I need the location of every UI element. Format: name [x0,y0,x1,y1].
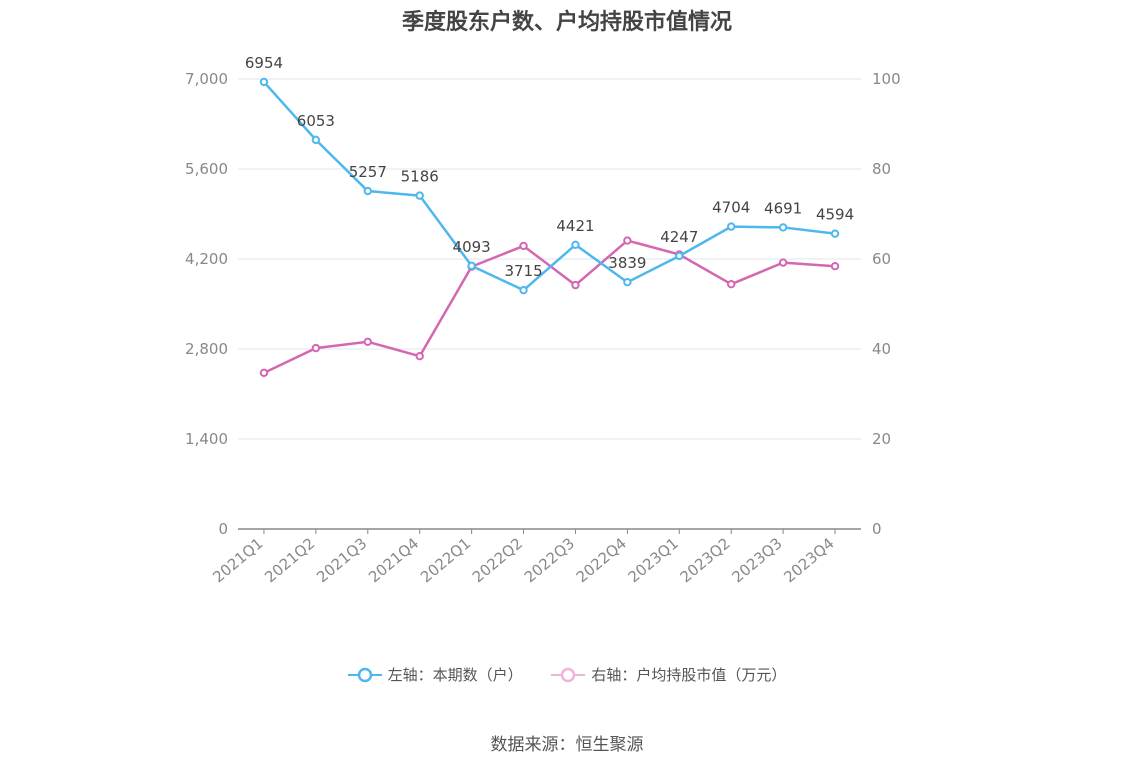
data-point-households [519,285,528,295]
data-label-households: 6053 [297,112,335,130]
data-label-households: 3839 [608,254,646,272]
data-label-households: 4093 [453,238,491,256]
data-label-households: 4691 [764,199,802,217]
left-axis-tick-label: 7,000 [185,70,228,88]
series-line-market-value [263,239,836,374]
left-axis-tick-label: 0 [218,520,228,538]
data-point-households [311,135,321,145]
right-axis-tick-label: 60 [872,250,891,268]
x-axis-tick-label: 2023Q3 [729,534,786,586]
right-axis-tick-label: 20 [872,430,891,448]
data-label-households: 6954 [245,54,283,72]
data-point-households [675,251,684,261]
data-point-households [727,222,736,231]
data-label-households: 4594 [816,206,854,224]
x-axis-tick-label: 2021Q4 [365,534,422,586]
data-point-households [830,229,840,238]
x-axis-tick-label: 2021Q3 [313,534,370,586]
data-label-households: 4704 [712,199,750,217]
legend-marker-households-icon [347,667,382,682]
series-line-households [263,81,836,292]
x-axis-tick-label: 2023Q2 [677,534,734,586]
x-axis-tick-label: 2022Q3 [521,534,578,586]
x-axis-tick-label: 2021Q1 [209,534,266,586]
x-axis-tick-label: 2023Q4 [780,534,837,586]
left-axis-tick-label: 5,600 [185,160,228,178]
data-label-households: 3715 [504,262,542,280]
legend-label-households: 左轴：本期数（户） [387,666,523,684]
data-point-market-value [415,352,424,361]
x-axis-tick-label: 2022Q2 [469,534,526,586]
data-label-households: 4247 [660,228,698,246]
data-point-market-value [363,337,372,346]
legend-marker-market-value-icon [551,667,586,682]
right-axis-tick-label: 40 [872,340,891,358]
right-axis-tick-label: 0 [872,520,882,538]
data-point-households [415,191,424,200]
data-point-households [259,77,269,87]
x-axis-tick-label: 2023Q1 [625,534,682,586]
data-point-market-value [311,343,321,353]
data-point-households [571,240,580,249]
right-axis-tick-label: 100 [872,70,901,88]
x-axis-tick-label: 2022Q1 [417,534,474,586]
legend-label-market-value: 右轴：户均持股市值（万元） [591,666,787,684]
data-point-market-value [519,241,528,251]
data-point-market-value [830,262,840,271]
data-point-market-value [727,280,736,289]
data-point-households [778,223,788,232]
data-point-market-value [623,236,632,245]
x-axis-tick-label: 2022Q4 [573,534,630,586]
right-axis-tick-label: 80 [872,160,891,178]
legend-item-households[interactable]: 左轴：本期数（户） [347,664,523,685]
source-note: 数据来源：恒生聚源 [490,735,644,755]
data-point-households [467,261,476,271]
data-point-market-value [571,280,580,290]
left-axis-tick-label: 1,400 [185,430,228,448]
legend-item-market-value[interactable]: 右轴：户均持股市值（万元） [551,664,786,685]
data-point-market-value [259,368,269,378]
left-axis-tick-label: 4,200 [185,250,228,268]
chart-title: 季度股东户数、户均持股市值情况 [401,10,732,35]
data-label-households: 5257 [349,163,387,181]
legend: 左轴：本期数（户） 右轴：户均持股市值（万元） [0,664,1134,687]
data-label-households: 5186 [401,168,439,186]
data-point-households [623,278,632,287]
data-point-households [363,186,372,196]
x-axis-tick-label: 2021Q2 [261,534,318,586]
data-label-households: 4421 [556,217,594,235]
left-axis-tick-label: 2,800 [185,340,228,358]
data-point-market-value [778,258,788,267]
